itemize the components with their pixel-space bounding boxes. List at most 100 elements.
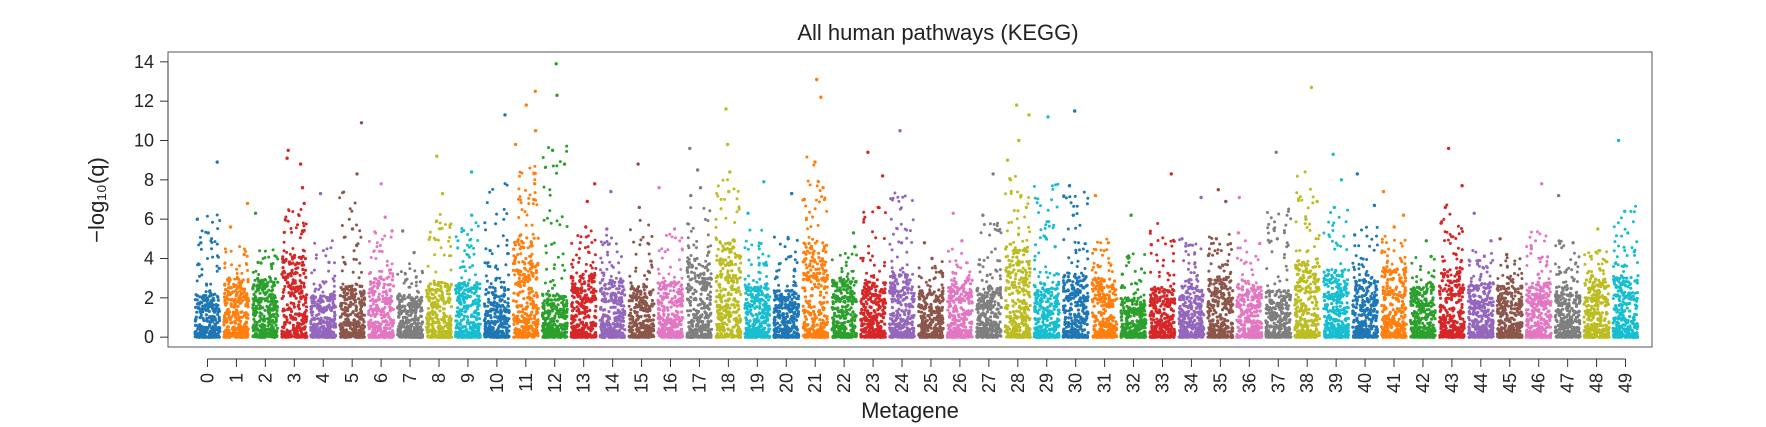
data-point [408,328,413,332]
data-point [301,303,306,307]
data-point [377,295,381,299]
data-point [583,246,587,250]
data-point [206,306,210,309]
data-point [351,310,355,314]
data-point [456,296,460,300]
data-point [325,320,329,324]
data-point [288,252,292,256]
data-point [617,334,621,338]
data-point [589,264,593,267]
data-point [446,292,449,296]
data-point [588,327,592,331]
data-point [199,247,203,251]
data-point [529,270,533,274]
data-point [312,268,316,272]
data-point [325,247,329,251]
data-point [359,307,363,311]
data-point [296,266,300,270]
data-point [359,334,363,338]
data-point [343,235,347,239]
data-point [239,293,243,297]
outlier-point [379,182,383,186]
data-point [213,323,218,327]
data-point [414,275,418,279]
data-point [328,328,332,332]
outlier-point [524,103,528,107]
data-point [587,315,591,319]
data-point [360,270,363,274]
data-point [446,286,450,290]
data-point [579,297,583,301]
data-point [284,257,288,261]
data-point [419,330,423,334]
data-point [516,197,520,201]
data-point [470,286,474,290]
data-point [345,292,349,296]
data-point [270,267,274,270]
data-point [281,266,285,270]
data-point [456,330,461,334]
data-point [489,309,493,313]
data-point [466,320,470,324]
data-point [418,280,422,284]
data-point [448,235,452,239]
data-point [438,305,442,309]
data-point [420,295,424,299]
data-point [409,303,412,306]
data-point [255,323,259,327]
data-point [546,303,550,307]
data-point [254,306,258,311]
data-point [549,221,553,225]
data-point [196,262,200,266]
data-point [292,331,296,335]
data-point [297,300,301,304]
data-point [359,304,363,308]
data-point [351,270,355,274]
data-point [274,333,279,338]
data-point [246,313,250,317]
data-point [313,317,317,321]
data-point [310,299,314,303]
data-point [432,330,437,334]
data-point [584,315,588,319]
data-point [517,335,521,339]
data-point [441,296,445,300]
data-point [605,233,609,237]
data-point [580,328,584,332]
data-point [391,274,395,278]
data-point [541,315,545,319]
data-point [327,305,331,309]
data-point [302,311,307,315]
outlier-point [585,199,589,204]
data-point [269,326,273,330]
data-point [318,300,323,304]
metagene-15-points [627,162,656,339]
data-point [621,312,625,316]
data-point [301,248,305,252]
data-point [383,305,387,310]
data-point [494,222,498,226]
data-point [288,321,292,325]
data-point [312,324,316,328]
data-point [555,324,559,328]
data-point [210,247,213,251]
data-point [297,255,301,259]
data-point [533,314,537,318]
data-point [401,305,405,308]
data-point [378,281,382,285]
data-point [290,309,294,314]
data-point [620,255,623,259]
data-point [232,285,236,289]
data-point [290,268,294,272]
data-point [580,300,584,304]
data-point [194,305,198,309]
outlier-point [318,191,323,196]
data-point [352,249,356,253]
data-point [427,238,431,241]
data-point [211,335,216,339]
data-point [556,309,560,313]
data-point [369,290,373,294]
data-point [555,171,559,175]
data-point [489,316,493,320]
data-point [233,319,237,323]
